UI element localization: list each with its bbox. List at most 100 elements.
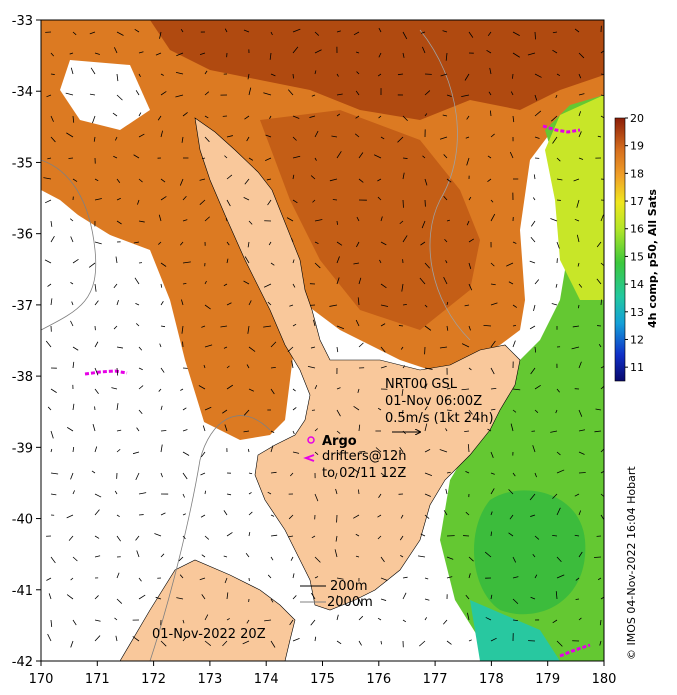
current-vector: [182, 261, 191, 264]
y-tick-label: -37: [12, 299, 33, 314]
isobath-200m: [41, 159, 97, 331]
current-vector: [336, 430, 341, 434]
current-vector: [292, 451, 300, 454]
current-vector: [270, 73, 276, 77]
current-vector: [50, 472, 59, 475]
current-vector: [353, 514, 360, 519]
current-vector: [292, 46, 299, 54]
current-vector: [138, 346, 143, 351]
current-vector: [226, 135, 233, 138]
current-vector: [116, 514, 120, 517]
current-vector: [468, 262, 472, 269]
current-vector: [201, 594, 206, 600]
current-vector: [72, 258, 79, 264]
current-vector: [379, 259, 382, 264]
current-vector: [263, 92, 272, 96]
current-vector: [222, 640, 228, 647]
current-vector: [574, 218, 580, 222]
current-vector: [490, 110, 492, 117]
current-vector: [552, 493, 558, 499]
current-vector: [314, 31, 320, 36]
current-vector: [466, 115, 470, 120]
current-vector: [46, 577, 52, 581]
current-vector: [198, 385, 206, 390]
current-vector: [202, 425, 206, 432]
sst-cyan-region: [470, 600, 560, 661]
current-vector: [68, 535, 74, 541]
current-vector: [490, 511, 493, 516]
current-vector: [490, 408, 496, 411]
current-vector: [116, 220, 122, 225]
current-vector: [600, 178, 604, 180]
current-vector: [402, 157, 408, 159]
current-vector: [336, 451, 341, 456]
current-vector: [533, 304, 536, 312]
current-vector: [160, 301, 164, 306]
current-vector: [439, 136, 448, 140]
current-vector: [50, 136, 56, 143]
current-vector: [534, 535, 540, 540]
current-vector: [534, 385, 541, 390]
current-vector: [223, 555, 228, 558]
current-vector: [596, 241, 602, 248]
current-vector: [309, 115, 316, 118]
current-vector: [336, 640, 342, 645]
current-vector: [155, 52, 162, 56]
current-vector: [72, 446, 75, 453]
south-island-land: [119, 559, 296, 661]
current-vector: [358, 489, 360, 495]
current-vector: [45, 340, 52, 348]
current-vector: [446, 219, 450, 222]
colorbar-ticks: 11 12 13 14 15 16 17 18 19 20: [625, 112, 644, 374]
current-vector: [314, 451, 319, 456]
current-vector: [512, 52, 520, 58]
colorbar-tick-label: 17: [630, 195, 644, 208]
current-vector: [377, 514, 382, 518]
current-vector: [50, 73, 55, 75]
current-vector: [114, 617, 118, 621]
current-vector: [464, 430, 470, 433]
current-vector: [50, 493, 57, 496]
current-vector: [442, 30, 448, 33]
current-vector: [113, 283, 118, 289]
current-vector: [244, 115, 250, 120]
current-vector: [556, 178, 563, 181]
current-vector: [461, 388, 470, 391]
x-tick-label: 170: [29, 672, 54, 687]
current-vector: [578, 409, 583, 417]
current-vector: [289, 619, 294, 626]
current-vector: [204, 406, 212, 411]
current-vector: [223, 346, 228, 349]
current-vector: [134, 28, 140, 33]
current-vector: [270, 471, 277, 474]
current-vector: [509, 514, 514, 520]
current-vector: [595, 408, 602, 411]
sst-yellow-region: [545, 95, 604, 300]
current-vector: [292, 407, 297, 411]
current-vector: [556, 507, 561, 516]
current-vector: [512, 598, 519, 605]
current-vector: [512, 619, 518, 622]
current-vector: [334, 472, 338, 480]
current-vector: [291, 360, 294, 369]
current-vector: [50, 115, 54, 122]
current-vector: [204, 640, 212, 646]
current-vector: [160, 178, 166, 183]
current-vector: [138, 133, 145, 138]
current-vector: [424, 90, 431, 96]
current-vector: [424, 113, 428, 117]
current-vector: [380, 136, 385, 140]
current-vector: [378, 115, 382, 119]
current-vector: [138, 577, 142, 582]
current-vector: [201, 157, 206, 160]
current-vector: [534, 574, 538, 579]
current-vector: [424, 472, 433, 477]
current-vector: [578, 131, 582, 138]
current-vector: [530, 236, 536, 243]
current-vector: [421, 220, 426, 229]
current-vector: [380, 640, 382, 645]
current-vector: [314, 49, 322, 54]
current-vector: [226, 592, 229, 600]
current-vector: [509, 151, 514, 159]
